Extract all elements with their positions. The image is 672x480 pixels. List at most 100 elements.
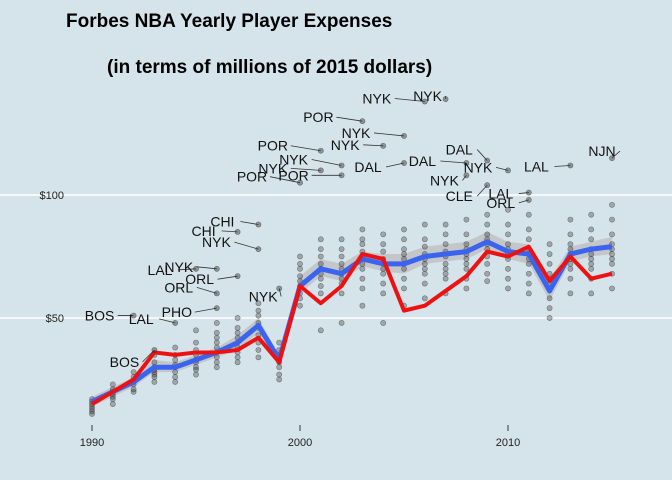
team-point — [297, 265, 303, 272]
outlier-leader — [194, 307, 217, 313]
team-point — [213, 329, 220, 336]
outlier-leader — [394, 98, 425, 102]
outlier-leader — [217, 275, 238, 280]
team-point — [380, 280, 387, 287]
team-point — [442, 260, 449, 267]
team-point — [172, 344, 179, 351]
team-point — [421, 243, 428, 250]
team-point — [276, 371, 283, 378]
team-point — [151, 379, 158, 385]
outlier-team-label: LAL — [129, 311, 154, 327]
team-point — [609, 201, 615, 208]
team-point — [401, 236, 407, 243]
team-point — [442, 270, 449, 277]
outlier-team-label: ORL — [486, 195, 515, 211]
outlier-team-label: POR — [237, 169, 267, 185]
team-point — [172, 379, 179, 385]
team-point — [276, 364, 283, 371]
team-point — [317, 246, 324, 253]
team-point — [421, 221, 428, 228]
team-point — [588, 265, 595, 272]
team-point — [421, 270, 428, 277]
outlier-team-label: NJN — [588, 143, 615, 159]
outlier-team-label: NYK — [279, 151, 308, 167]
outlier-leader — [159, 318, 176, 324]
team-point — [193, 364, 199, 371]
team-point — [234, 315, 241, 321]
outlier-team-label: NYK — [331, 137, 360, 153]
team-point — [525, 211, 532, 218]
team-point — [609, 231, 615, 238]
x-tick-label: 2010 — [496, 437, 520, 449]
team-point — [484, 270, 491, 277]
team-point — [505, 275, 511, 282]
team-point — [442, 231, 449, 238]
team-point — [172, 369, 179, 376]
outlier-team-label: NYK — [258, 160, 287, 176]
outlier-leader — [177, 268, 197, 271]
team-point — [505, 241, 511, 248]
team-point — [546, 315, 553, 321]
chart-title: Forbes NBA Yearly Player Expenses — [66, 11, 393, 32]
outlier-leader — [462, 175, 467, 181]
team-point — [401, 246, 407, 253]
team-point — [505, 231, 511, 238]
team-point — [297, 253, 303, 260]
team-point — [213, 320, 220, 326]
team-point — [442, 241, 449, 248]
outlier-team-label: LAL — [148, 262, 173, 278]
outlier-leader — [476, 184, 488, 197]
team-point — [442, 265, 449, 272]
outlier-team-label: ORL — [164, 279, 193, 295]
outlier-team-label: LAL — [488, 186, 513, 202]
team-point — [359, 265, 366, 272]
team-point — [588, 236, 595, 243]
x-tick-label: 1990 — [80, 437, 104, 449]
outlier-leader — [373, 132, 405, 137]
team-point — [380, 270, 387, 277]
team-point — [213, 364, 220, 371]
outlier-team-label: DAL — [409, 153, 436, 169]
team-point — [193, 327, 199, 334]
team-point — [463, 216, 470, 223]
team-point — [609, 251, 615, 257]
team-point — [359, 226, 366, 233]
team-point — [463, 231, 470, 238]
outlier-leader — [611, 150, 621, 159]
team-point — [130, 369, 137, 376]
chart-subtitle: (in terms of millions of 2015 dollars) — [107, 57, 433, 78]
team-point — [567, 241, 574, 248]
outlier-leader — [269, 176, 301, 184]
outlier-team-label: POR — [303, 109, 333, 125]
team-point — [172, 356, 179, 363]
team-point — [401, 285, 407, 292]
team-point — [193, 371, 199, 378]
team-point — [463, 241, 470, 248]
team-point — [463, 256, 470, 262]
outlier-leader — [290, 168, 321, 171]
team-point — [109, 381, 116, 388]
team-point — [401, 265, 407, 272]
team-point — [463, 265, 470, 272]
team-point — [276, 376, 283, 383]
outlier-team-label: LAL — [524, 158, 549, 174]
y-tick-label: $100 — [40, 190, 64, 202]
outlier-leader — [363, 144, 384, 147]
team-point — [317, 253, 324, 260]
team-point — [380, 241, 387, 248]
team-point — [317, 283, 324, 289]
x-tick-label: 2000 — [288, 437, 312, 449]
outlier-leader — [278, 288, 282, 297]
outlier-team-label: DAL — [446, 142, 473, 158]
team-point — [317, 275, 324, 282]
team-point — [234, 324, 241, 331]
team-point — [525, 280, 532, 287]
outlier-team-label: NYK — [164, 259, 193, 275]
team-point — [380, 290, 387, 297]
team-point — [505, 206, 511, 213]
team-point — [525, 226, 532, 233]
outlier-team-label: NYK — [464, 159, 493, 175]
team-point — [401, 251, 407, 257]
team-point — [338, 290, 345, 297]
